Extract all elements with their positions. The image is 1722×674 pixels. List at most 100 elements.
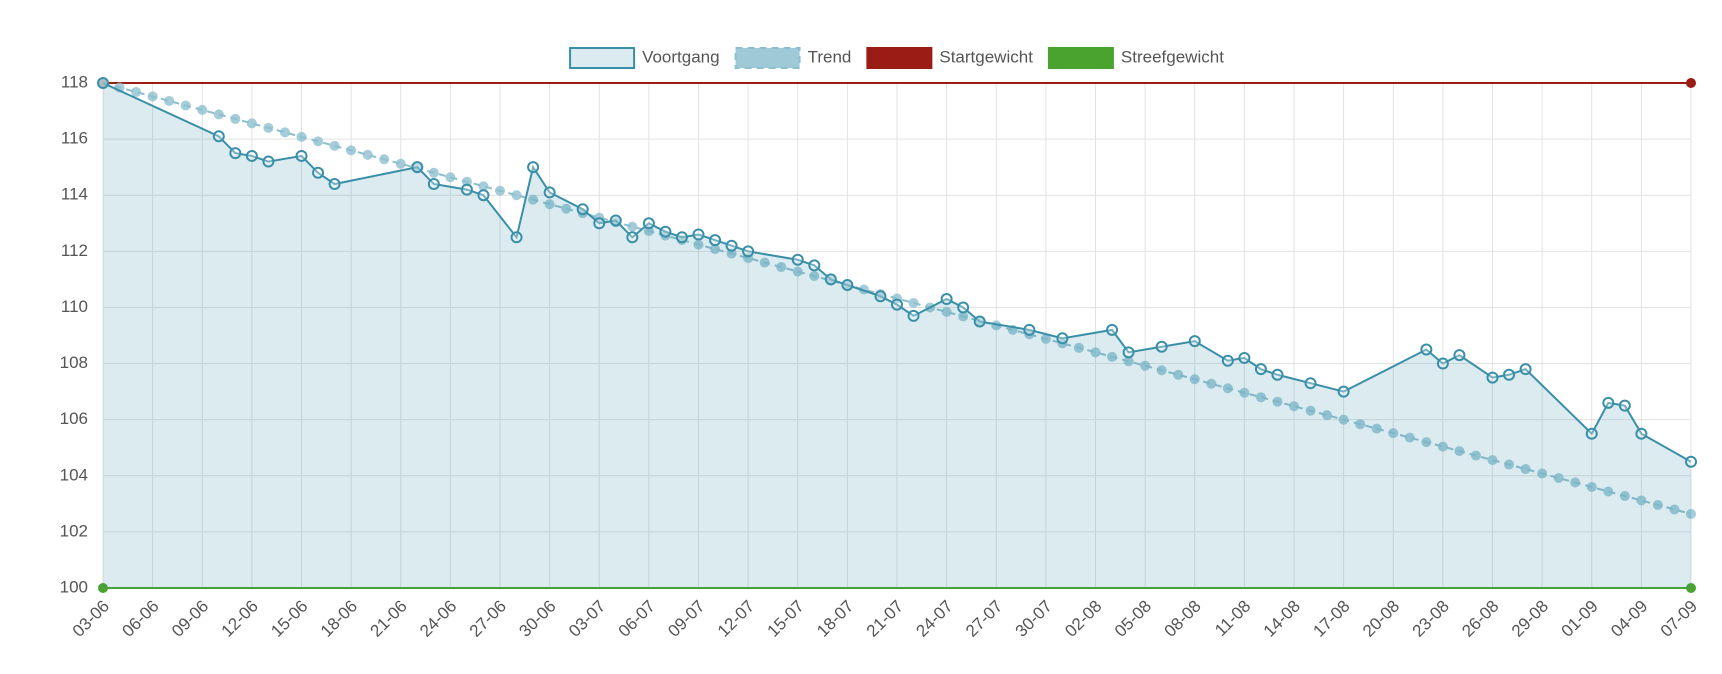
point [1239, 387, 1250, 398]
x-tick-label: 02-08 [1061, 597, 1105, 641]
y-tick-label: 110 [61, 297, 88, 316]
point [1686, 508, 1696, 519]
point [776, 262, 787, 273]
point [1189, 374, 1200, 385]
point [1289, 401, 1299, 412]
point [759, 257, 770, 268]
point [1090, 347, 1101, 358]
point [312, 166, 325, 179]
point [180, 100, 191, 111]
point [626, 231, 639, 244]
point [460, 183, 473, 196]
point [576, 203, 589, 216]
y-tick-label: 104 [60, 465, 88, 484]
point [1305, 405, 1316, 416]
x-tick-label: 09-06 [168, 597, 212, 641]
point [1206, 378, 1217, 389]
point [725, 239, 738, 252]
point [1603, 486, 1614, 497]
point [1520, 464, 1531, 475]
point [824, 273, 837, 286]
point [742, 245, 755, 258]
point [1453, 349, 1466, 362]
point [279, 127, 290, 138]
point [1255, 392, 1266, 403]
point [528, 194, 539, 205]
x-tick-label: 30-07 [1012, 597, 1056, 641]
point [97, 77, 109, 89]
point [1221, 354, 1234, 367]
x-tick-label: 26-08 [1458, 597, 1502, 641]
point [1503, 368, 1516, 381]
point [1271, 368, 1284, 381]
point [1188, 335, 1201, 348]
point [1636, 495, 1647, 506]
y-tick-label: 102 [60, 521, 88, 540]
y-tick-label: 108 [60, 353, 88, 372]
point [362, 149, 373, 160]
point [1635, 427, 1648, 440]
point [593, 217, 606, 230]
x-tick-label: 20-08 [1359, 597, 1403, 641]
point [527, 161, 540, 174]
x-tick-label: 21-06 [367, 597, 411, 641]
point [874, 290, 887, 303]
point [295, 149, 308, 162]
point [477, 189, 490, 202]
point [544, 199, 555, 210]
point [1238, 351, 1251, 364]
x-tick-label: 24-06 [416, 597, 460, 641]
x-tick-label: 01-09 [1558, 597, 1602, 641]
point [1023, 323, 1036, 336]
point [561, 203, 572, 214]
point [1686, 78, 1696, 88]
point [1254, 363, 1267, 376]
point [1686, 583, 1696, 593]
x-tick-label: 12-06 [218, 597, 262, 641]
point [709, 234, 722, 247]
x-tick-label: 09-07 [664, 597, 708, 641]
point [659, 225, 672, 238]
legend-swatch [569, 47, 636, 69]
point [1337, 385, 1350, 398]
x-tick-label: 14-08 [1260, 597, 1304, 641]
point [427, 178, 440, 190]
point [941, 306, 952, 317]
legend-swatch [734, 47, 801, 69]
x-tick-label: 23-08 [1409, 597, 1453, 641]
point [958, 311, 969, 322]
point [1155, 340, 1168, 353]
x-tick-label: 27-06 [466, 597, 510, 641]
point [212, 130, 225, 143]
x-tick-label: 03-07 [565, 597, 609, 641]
point [1586, 482, 1597, 492]
area [103, 83, 1691, 588]
x-tick-label: 15-06 [267, 597, 311, 641]
point [1420, 343, 1433, 356]
x-tick-label: 12-07 [714, 597, 758, 641]
x-tick-label: 06-06 [118, 597, 162, 641]
x-tick-label: 04-09 [1607, 597, 1651, 641]
y-tick-label: 106 [60, 409, 88, 428]
point [791, 253, 804, 266]
legend-swatch [1047, 47, 1114, 69]
point [1123, 356, 1134, 367]
point [1652, 499, 1663, 510]
point [510, 231, 523, 244]
x-tick-label: 08-08 [1161, 597, 1205, 641]
point [1322, 410, 1333, 421]
y-tick-label: 112 [61, 241, 88, 260]
point [495, 185, 505, 196]
point [1537, 468, 1548, 479]
x-tick-label: 07-09 [1657, 597, 1701, 641]
legend-label: Streefgewicht [1121, 47, 1224, 66]
x-tick-label: 27-07 [962, 597, 1006, 641]
point [1602, 396, 1615, 409]
point [1454, 446, 1465, 457]
point [891, 298, 903, 311]
x-tick-label: 17-08 [1309, 597, 1353, 641]
point [1106, 323, 1119, 336]
point [809, 271, 820, 282]
point [1619, 490, 1630, 501]
